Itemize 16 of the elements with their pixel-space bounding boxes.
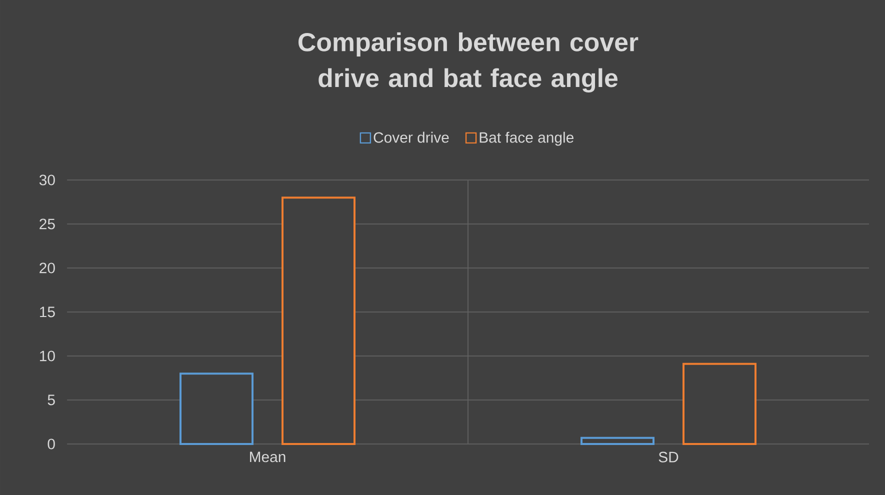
y-tick-label: 0 bbox=[48, 438, 55, 450]
bar bbox=[682, 362, 757, 445]
x-tick-label: Mean bbox=[250, 452, 286, 462]
bar bbox=[580, 436, 655, 445]
chart-title: Comparison between cover drive and bat face angle bbox=[298, 32, 638, 92]
bar bbox=[180, 372, 254, 445]
y-tick-label: 30 bbox=[39, 174, 55, 186]
legend-label: Cover drive bbox=[374, 132, 449, 143]
x-tick-label: SD bbox=[658, 452, 678, 462]
legend-label: Bat face angle bbox=[480, 132, 574, 146]
y-tick-label: 10 bbox=[40, 350, 55, 362]
y-tick-label: 15 bbox=[40, 306, 55, 318]
y-tick-label: 25 bbox=[40, 218, 55, 230]
bar bbox=[282, 196, 356, 445]
y-tick-label: 5 bbox=[48, 394, 55, 406]
y-tick-label: 20 bbox=[40, 262, 55, 274]
